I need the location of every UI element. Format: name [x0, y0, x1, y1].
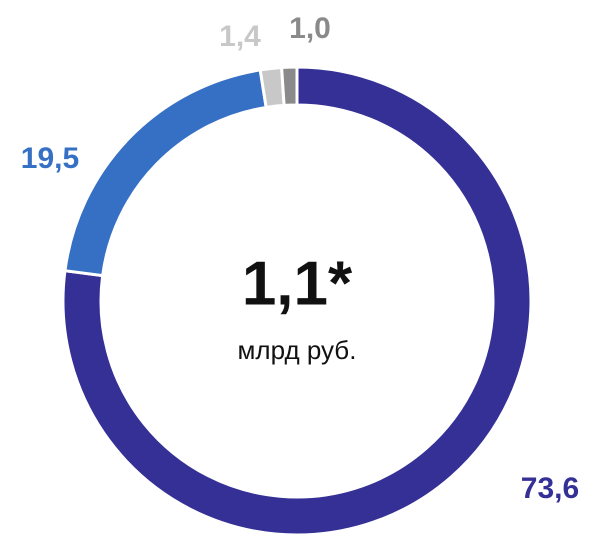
value-label: 1,0	[289, 12, 331, 45]
donut-segment	[61, 65, 533, 537]
value-label: 73,6	[521, 472, 579, 505]
value-label: 1,4	[219, 20, 261, 53]
center-unit: млрд руб.	[238, 335, 357, 365]
center-value: 1,1*	[242, 249, 353, 318]
donut-segment	[63, 68, 268, 278]
value-label: 19,5	[21, 142, 79, 175]
donut-segment	[280, 65, 299, 108]
